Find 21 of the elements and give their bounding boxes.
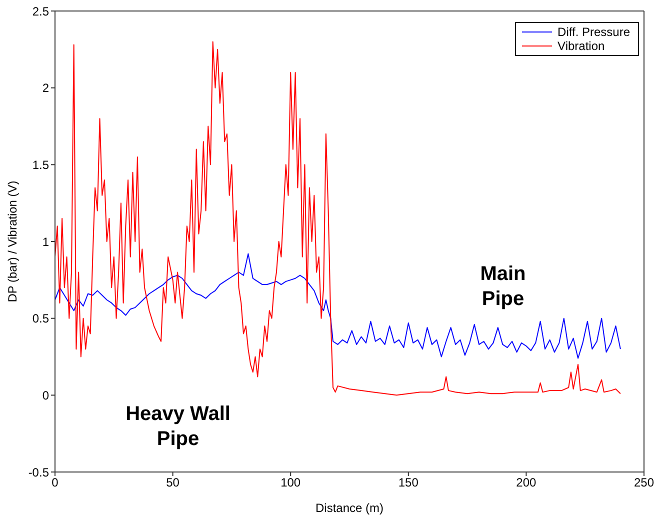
legend-label: Vibration [558, 39, 605, 53]
y-tick-label: 0.5 [32, 312, 50, 326]
x-tick-label: 150 [398, 476, 419, 490]
x-tick-label: 100 [280, 476, 301, 490]
x-tick-label: 200 [516, 476, 537, 490]
line-series [55, 41, 621, 396]
y-tick-label: 1.5 [32, 158, 50, 172]
x-tick-label: 50 [166, 476, 180, 490]
x-axis-title: Distance (m) [315, 501, 384, 515]
y-tick-label: -0.5 [28, 465, 50, 480]
legend-label: Diff. Pressure [558, 25, 630, 39]
annotation: Main Pipe [480, 262, 526, 312]
x-tick-label: 0 [52, 476, 59, 490]
x-tick-label: 250 [634, 476, 654, 490]
annotation: Heavy Wall Pipe [126, 402, 230, 452]
y-axis-title: DP (bar) / Vibration (V) [5, 180, 20, 302]
y-tick-label: 0 [42, 388, 50, 402]
y-tick-label: 2.5 [32, 4, 50, 18]
line-series [55, 253, 621, 359]
y-tick-label: 1 [42, 234, 50, 249]
y-tick-label: 2 [42, 81, 50, 96]
